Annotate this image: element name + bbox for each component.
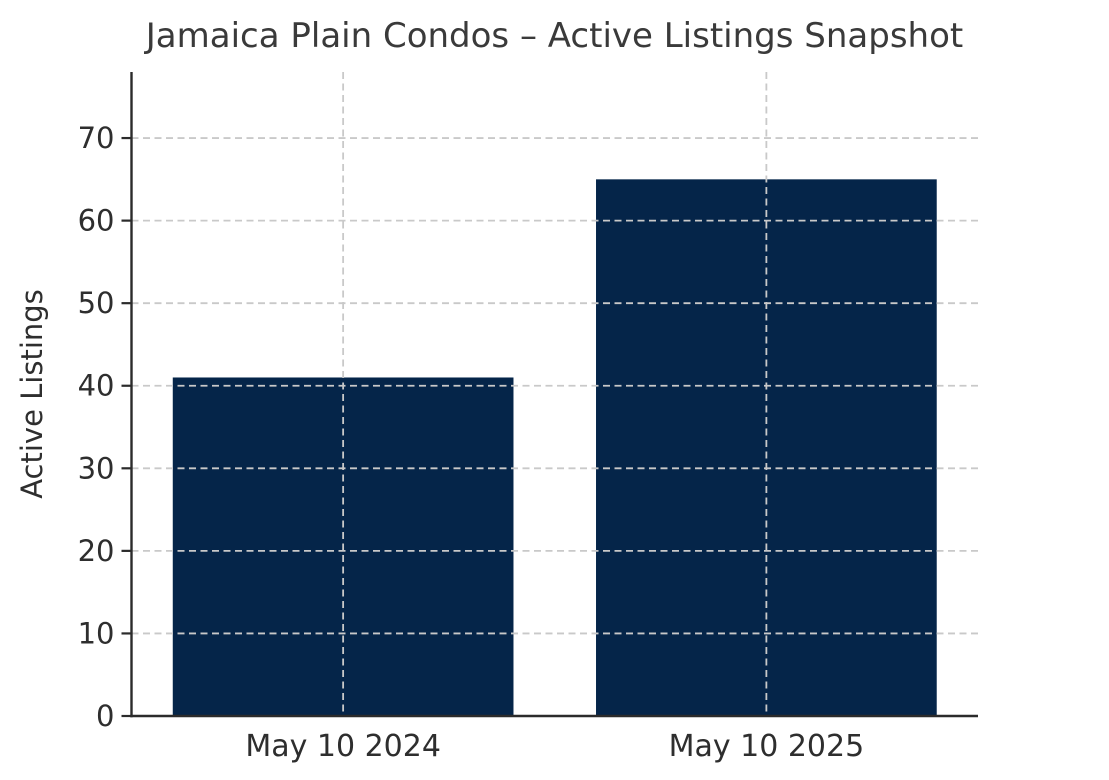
y-tick-label: 0 xyxy=(96,699,114,733)
y-tick-label: 70 xyxy=(78,121,115,155)
y-tick-label: 20 xyxy=(78,534,115,568)
x-tick-label: May 10 2024 xyxy=(245,729,441,764)
x-tick-label: May 10 2025 xyxy=(669,729,865,764)
y-tick-label: 30 xyxy=(78,451,115,485)
y-tick-label: 60 xyxy=(78,204,115,238)
chart-title: Jamaica Plain Condos – Active Listings S… xyxy=(145,16,964,56)
y-tick-label: 50 xyxy=(78,286,115,320)
y-tick-label: 10 xyxy=(78,616,115,650)
y-tick-label: 40 xyxy=(78,369,115,403)
y-axis-label: Active Listings xyxy=(15,289,49,499)
